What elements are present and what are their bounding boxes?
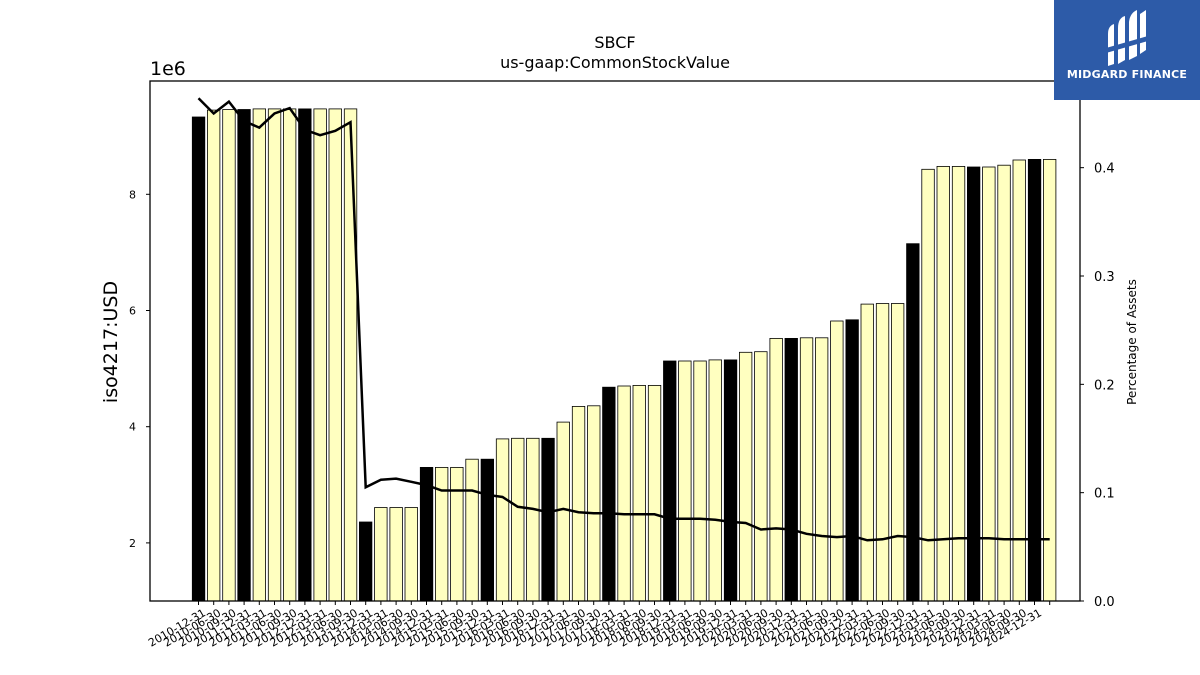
- bar-2021-06-30: [830, 320, 844, 602]
- bar-2022-03-31: [875, 303, 890, 602]
- bar-2019-12-31: [739, 351, 753, 602]
- bar-2014-12-31: [434, 466, 449, 602]
- bar-2023-03-31: [936, 165, 950, 602]
- bar-2018-03-31: [632, 384, 646, 602]
- chart-subtitle: us-gaap:CommonStockValue: [500, 53, 730, 72]
- bar-2020-03-31: [754, 351, 768, 602]
- bar-2012-12-31: [313, 108, 327, 602]
- y2-tick-label: 0.4: [1094, 162, 1115, 177]
- bar-2014-06-30: [404, 507, 418, 602]
- bar-2019-06-30: [708, 359, 722, 602]
- bar-2011-09-30: [237, 109, 251, 602]
- bar-2023-09-30: [967, 166, 981, 602]
- bar-2016-09-30: [541, 437, 555, 602]
- y2-tick-label: 0.0: [1094, 595, 1115, 610]
- bar-2012-06-30: [282, 108, 297, 602]
- bar-2012-09-30: [298, 108, 312, 602]
- bar-2016-06-30: [526, 437, 540, 602]
- bar-2020-06-30: [769, 337, 783, 602]
- bar-2017-12-31: [617, 385, 631, 602]
- bar-2013-12-31: [374, 507, 388, 602]
- bar-2020-12-31: [799, 337, 814, 602]
- bar-2021-09-30: [845, 319, 859, 602]
- y2-axis-label: Percentage of Assets: [1125, 279, 1139, 405]
- bar-2024-06-30: [1012, 159, 1026, 602]
- bar-2019-03-31: [693, 360, 707, 602]
- bar-2016-03-31: [511, 437, 525, 602]
- bar-2018-06-30: [647, 384, 662, 602]
- bar-2022-12-31: [921, 168, 935, 602]
- bar-2011-03-31: [206, 109, 221, 602]
- bar-2017-03-31: [571, 405, 586, 602]
- bar-2013-03-31: [328, 108, 342, 602]
- bar-2018-12-31: [678, 360, 692, 602]
- bar-2023-06-30: [951, 165, 966, 602]
- brand-name: MIDGARD FINANCE: [1066, 68, 1188, 81]
- bar-2022-09-30: [906, 243, 920, 602]
- bar-2017-09-30: [602, 386, 616, 602]
- y2-tick-label: 0.2: [1094, 378, 1115, 393]
- y2-tick-label: 0.3: [1094, 270, 1115, 285]
- bar-2018-09-30: [663, 360, 677, 602]
- bar-2021-12-31: [860, 303, 874, 602]
- line-group: [197, 97, 1050, 542]
- bar-group: [191, 108, 1057, 602]
- brand-logo: MIDGARD FINANCE: [1054, 0, 1200, 100]
- bar-2013-09-30: [358, 521, 373, 602]
- bar-2010-12-31: [191, 116, 206, 602]
- bar-2024-12-31: [1043, 158, 1057, 602]
- bar-2015-12-31: [495, 438, 510, 602]
- plot-frame: [149, 80, 1081, 602]
- midgard-logo-icon: [1106, 10, 1148, 66]
- bar-2011-06-30: [222, 109, 236, 602]
- bar-2015-03-31: [450, 466, 464, 602]
- bar-2013-06-30: [343, 108, 358, 602]
- bar-2014-03-31: [389, 507, 403, 602]
- bar-2011-12-31: [252, 108, 267, 602]
- y-tick-label: 4: [129, 421, 136, 434]
- bar-2015-06-30: [465, 458, 479, 602]
- bar-2024-03-31: [997, 164, 1011, 602]
- y-axis-label: iso4217:USD: [100, 281, 122, 403]
- bar-2023-12-31: [982, 166, 996, 602]
- y-tick-label: 2: [129, 537, 136, 550]
- bar-2019-09-30: [723, 359, 738, 602]
- bar-2015-09-30: [480, 458, 495, 602]
- y-tick-label: 8: [129, 188, 136, 201]
- bar-2021-03-31: [815, 337, 829, 602]
- percentage-of-assets-line: [197, 97, 1050, 542]
- bar-2016-12-31: [556, 421, 570, 602]
- bar-2022-06-30: [891, 303, 905, 602]
- chart-title: SBCF: [594, 33, 635, 52]
- bar-2024-09-30: [1027, 158, 1042, 602]
- bar-2017-06-30: [587, 405, 601, 602]
- bar-2020-09-30: [784, 337, 798, 602]
- y-offset-label: 1e6: [150, 58, 186, 80]
- y2-tick-label: 0.1: [1094, 487, 1115, 502]
- y-tick-label: 6: [129, 304, 136, 317]
- bar-2012-03-31: [267, 108, 282, 602]
